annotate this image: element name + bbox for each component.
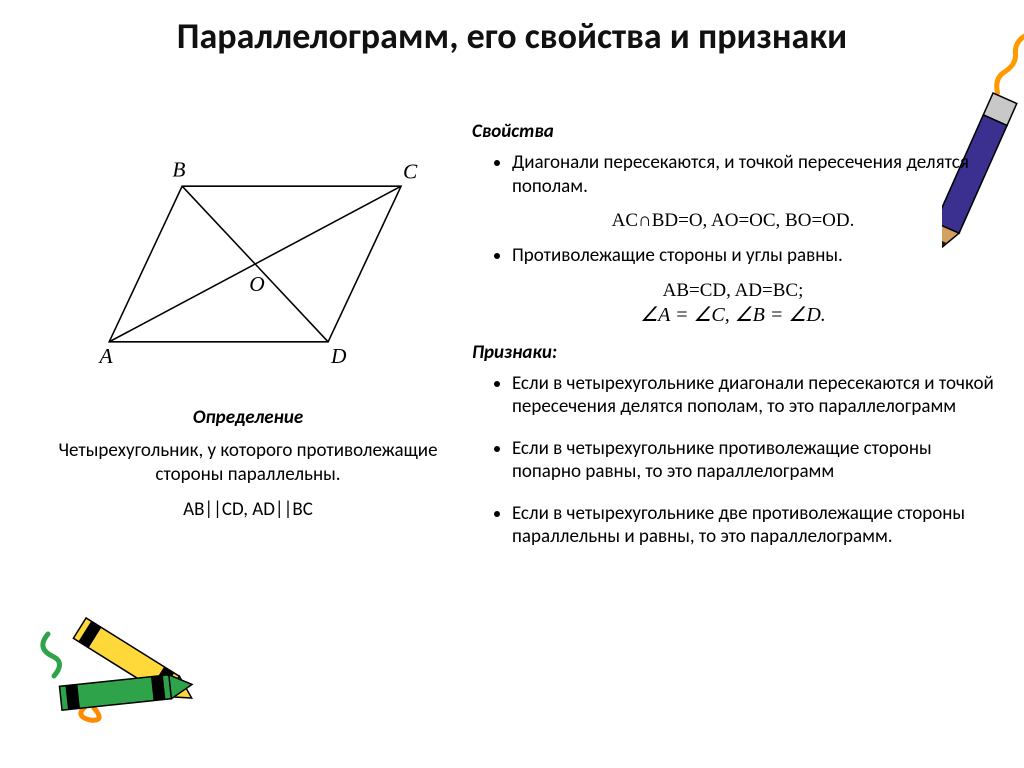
property-formula-2a: AB=CD, AD=BC; <box>470 280 996 302</box>
slide-title: Параллелограмм, его свойства и признаки <box>0 0 1024 59</box>
properties-heading: Свойства <box>472 120 996 143</box>
property-item: Противолежащие стороны и углы равны. <box>512 244 996 268</box>
criteria-list: Если в четырехугольнике диагонали пересе… <box>470 372 996 549</box>
criteria-heading: Признаки: <box>472 341 996 364</box>
property-item: Диагонали пересекаются, и точкой пересеч… <box>512 151 996 198</box>
criterion-item: Если в четырехугольнике противолежащие с… <box>512 437 996 484</box>
parallelogram-diagram: A B C D O <box>80 144 440 394</box>
properties-list-2: Противолежащие стороны и углы равны. <box>470 244 996 268</box>
property-formula-1: AC∩BD=O, AO=OC, BO=OD. <box>470 210 996 232</box>
label-b: B <box>172 157 185 181</box>
crayons-icon <box>30 588 210 728</box>
definition-text: Четырехугольник, у которого противолежащ… <box>40 439 456 488</box>
definition-formula: AB||CD, AD||BC <box>40 498 456 522</box>
property-formula-2b: ∠A = ∠C, ∠B = ∠D. <box>470 302 996 327</box>
label-d: D <box>330 344 347 368</box>
definition-heading: Определение <box>40 406 456 429</box>
label-o: O <box>249 272 264 296</box>
criterion-item: Если в четырехугольнике две противолежащ… <box>512 502 996 549</box>
criterion-item: Если в четырехугольнике диагонали пересе… <box>512 372 996 419</box>
label-a: A <box>97 344 113 368</box>
properties-list: Диагонали пересекаются, и точкой пересеч… <box>470 151 996 198</box>
label-c: C <box>403 159 418 183</box>
